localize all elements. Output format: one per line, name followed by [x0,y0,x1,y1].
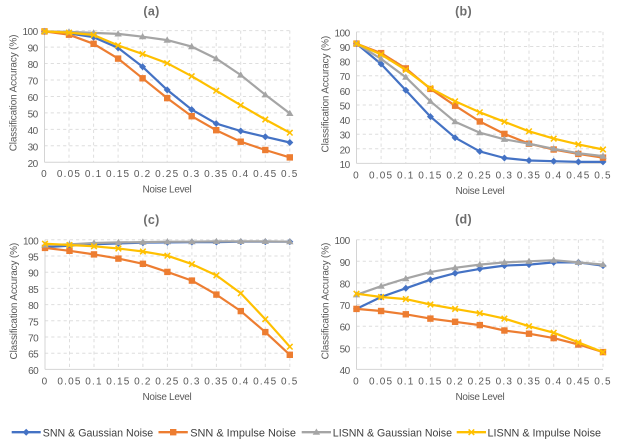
svg-text:SNN & Gaussian Noise: SNN & Gaussian Noise [43,427,153,439]
svg-text:0: 0 [41,169,48,180]
svg-text:Classification Accuracy (%): Classification Accuracy (%) [9,35,20,152]
svg-text:0.2: 0.2 [134,169,152,180]
svg-text:70: 70 [28,334,39,345]
svg-text:90: 90 [340,258,351,269]
svg-text:80: 80 [28,301,39,312]
svg-text:80: 80 [340,58,351,69]
svg-text:0.45: 0.45 [566,376,590,387]
svg-text:50: 50 [340,102,351,113]
svg-text:0.5: 0.5 [281,376,299,387]
svg-text:Classification Accuracy (%): Classification Accuracy (%) [9,243,20,360]
svg-text:0.3: 0.3 [183,169,201,180]
svg-text:100: 100 [335,28,351,39]
svg-text:20: 20 [340,145,351,156]
svg-text:Noise Level: Noise Level [456,186,505,197]
svg-text:0.3: 0.3 [183,376,201,387]
svg-text:(d): (d) [455,213,472,227]
svg-text:40: 40 [340,116,351,127]
svg-text:90: 90 [28,44,39,55]
svg-text:0.2: 0.2 [134,376,152,387]
svg-text:60: 60 [340,323,351,334]
svg-text:0.15: 0.15 [418,376,442,387]
svg-text:0.15: 0.15 [106,376,130,387]
svg-text:0.4: 0.4 [545,170,563,181]
svg-text:Noise Level: Noise Level [143,392,192,403]
svg-text:50: 50 [340,344,351,355]
svg-text:80: 80 [28,60,39,71]
svg-text:85: 85 [28,285,39,296]
svg-text:0.1: 0.1 [397,376,415,387]
svg-text:30: 30 [28,142,39,153]
svg-text:0.35: 0.35 [517,170,541,181]
svg-text:0.25: 0.25 [468,170,492,181]
svg-text:0: 0 [353,170,360,181]
svg-text:75: 75 [28,317,39,328]
svg-text:0.25: 0.25 [468,376,492,387]
svg-text:60: 60 [28,366,39,377]
svg-text:0.5: 0.5 [281,169,299,180]
svg-text:0.45: 0.45 [566,170,590,181]
svg-text:Classification Accuracy (%): Classification Accuracy (%) [321,243,332,360]
svg-text:0.4: 0.4 [232,169,250,180]
svg-text:65: 65 [28,350,39,361]
svg-text:0.2: 0.2 [446,376,464,387]
svg-text:0: 0 [42,376,49,387]
svg-text:SNN & Impulse Noise: SNN & Impulse Noise [190,427,296,439]
svg-text:95: 95 [28,253,39,264]
svg-text:40: 40 [28,126,39,137]
svg-text:LISNN & Gaussian Noise: LISNN & Gaussian Noise [333,427,452,439]
svg-text:0: 0 [353,376,360,387]
svg-text:0.1: 0.1 [397,170,415,181]
svg-text:70: 70 [28,77,39,88]
svg-text:30: 30 [340,131,351,142]
svg-text:0.35: 0.35 [204,376,228,387]
svg-text:100: 100 [23,236,39,247]
svg-text:(c): (c) [143,213,159,227]
svg-text:0.45: 0.45 [253,376,277,387]
svg-text:0.05: 0.05 [57,376,81,387]
svg-text:0.05: 0.05 [369,170,393,181]
svg-text:0.45: 0.45 [253,169,277,180]
svg-text:(a): (a) [143,4,159,18]
svg-text:70: 70 [340,301,351,312]
svg-text:0.5: 0.5 [594,376,612,387]
svg-text:100: 100 [23,27,39,38]
svg-text:0.1: 0.1 [85,376,103,387]
svg-text:90: 90 [340,43,351,54]
svg-text:60: 60 [340,87,351,98]
svg-text:0.05: 0.05 [57,169,81,180]
svg-text:40: 40 [340,366,351,377]
svg-text:0.2: 0.2 [446,170,464,181]
svg-text:Noise Level: Noise Level [456,392,505,403]
svg-text:0.4: 0.4 [232,376,250,387]
svg-text:50: 50 [28,109,39,120]
svg-text:0.25: 0.25 [155,376,179,387]
svg-text:(b): (b) [455,4,472,18]
svg-text:0.3: 0.3 [496,170,514,181]
svg-text:0.5: 0.5 [594,170,612,181]
svg-text:0.1: 0.1 [85,169,103,180]
svg-text:100: 100 [335,236,351,247]
svg-text:60: 60 [28,93,39,104]
svg-text:10: 10 [340,160,351,171]
svg-text:0.3: 0.3 [496,376,514,387]
svg-text:90: 90 [28,269,39,280]
svg-text:0.25: 0.25 [155,169,179,180]
svg-text:70: 70 [340,72,351,83]
svg-text:0.15: 0.15 [106,169,130,180]
svg-text:0.05: 0.05 [369,376,393,387]
svg-text:0.15: 0.15 [418,170,442,181]
svg-text:Classification Accuracy (%): Classification Accuracy (%) [321,36,332,153]
svg-text:0.4: 0.4 [545,376,563,387]
svg-text:0.35: 0.35 [517,376,541,387]
svg-text:0.35: 0.35 [204,169,228,180]
svg-text:80: 80 [340,279,351,290]
svg-text:LISNN & Impulse Noise: LISNN & Impulse Noise [488,427,602,439]
svg-text:20: 20 [28,159,39,170]
svg-text:Noise Level: Noise Level [143,185,192,196]
